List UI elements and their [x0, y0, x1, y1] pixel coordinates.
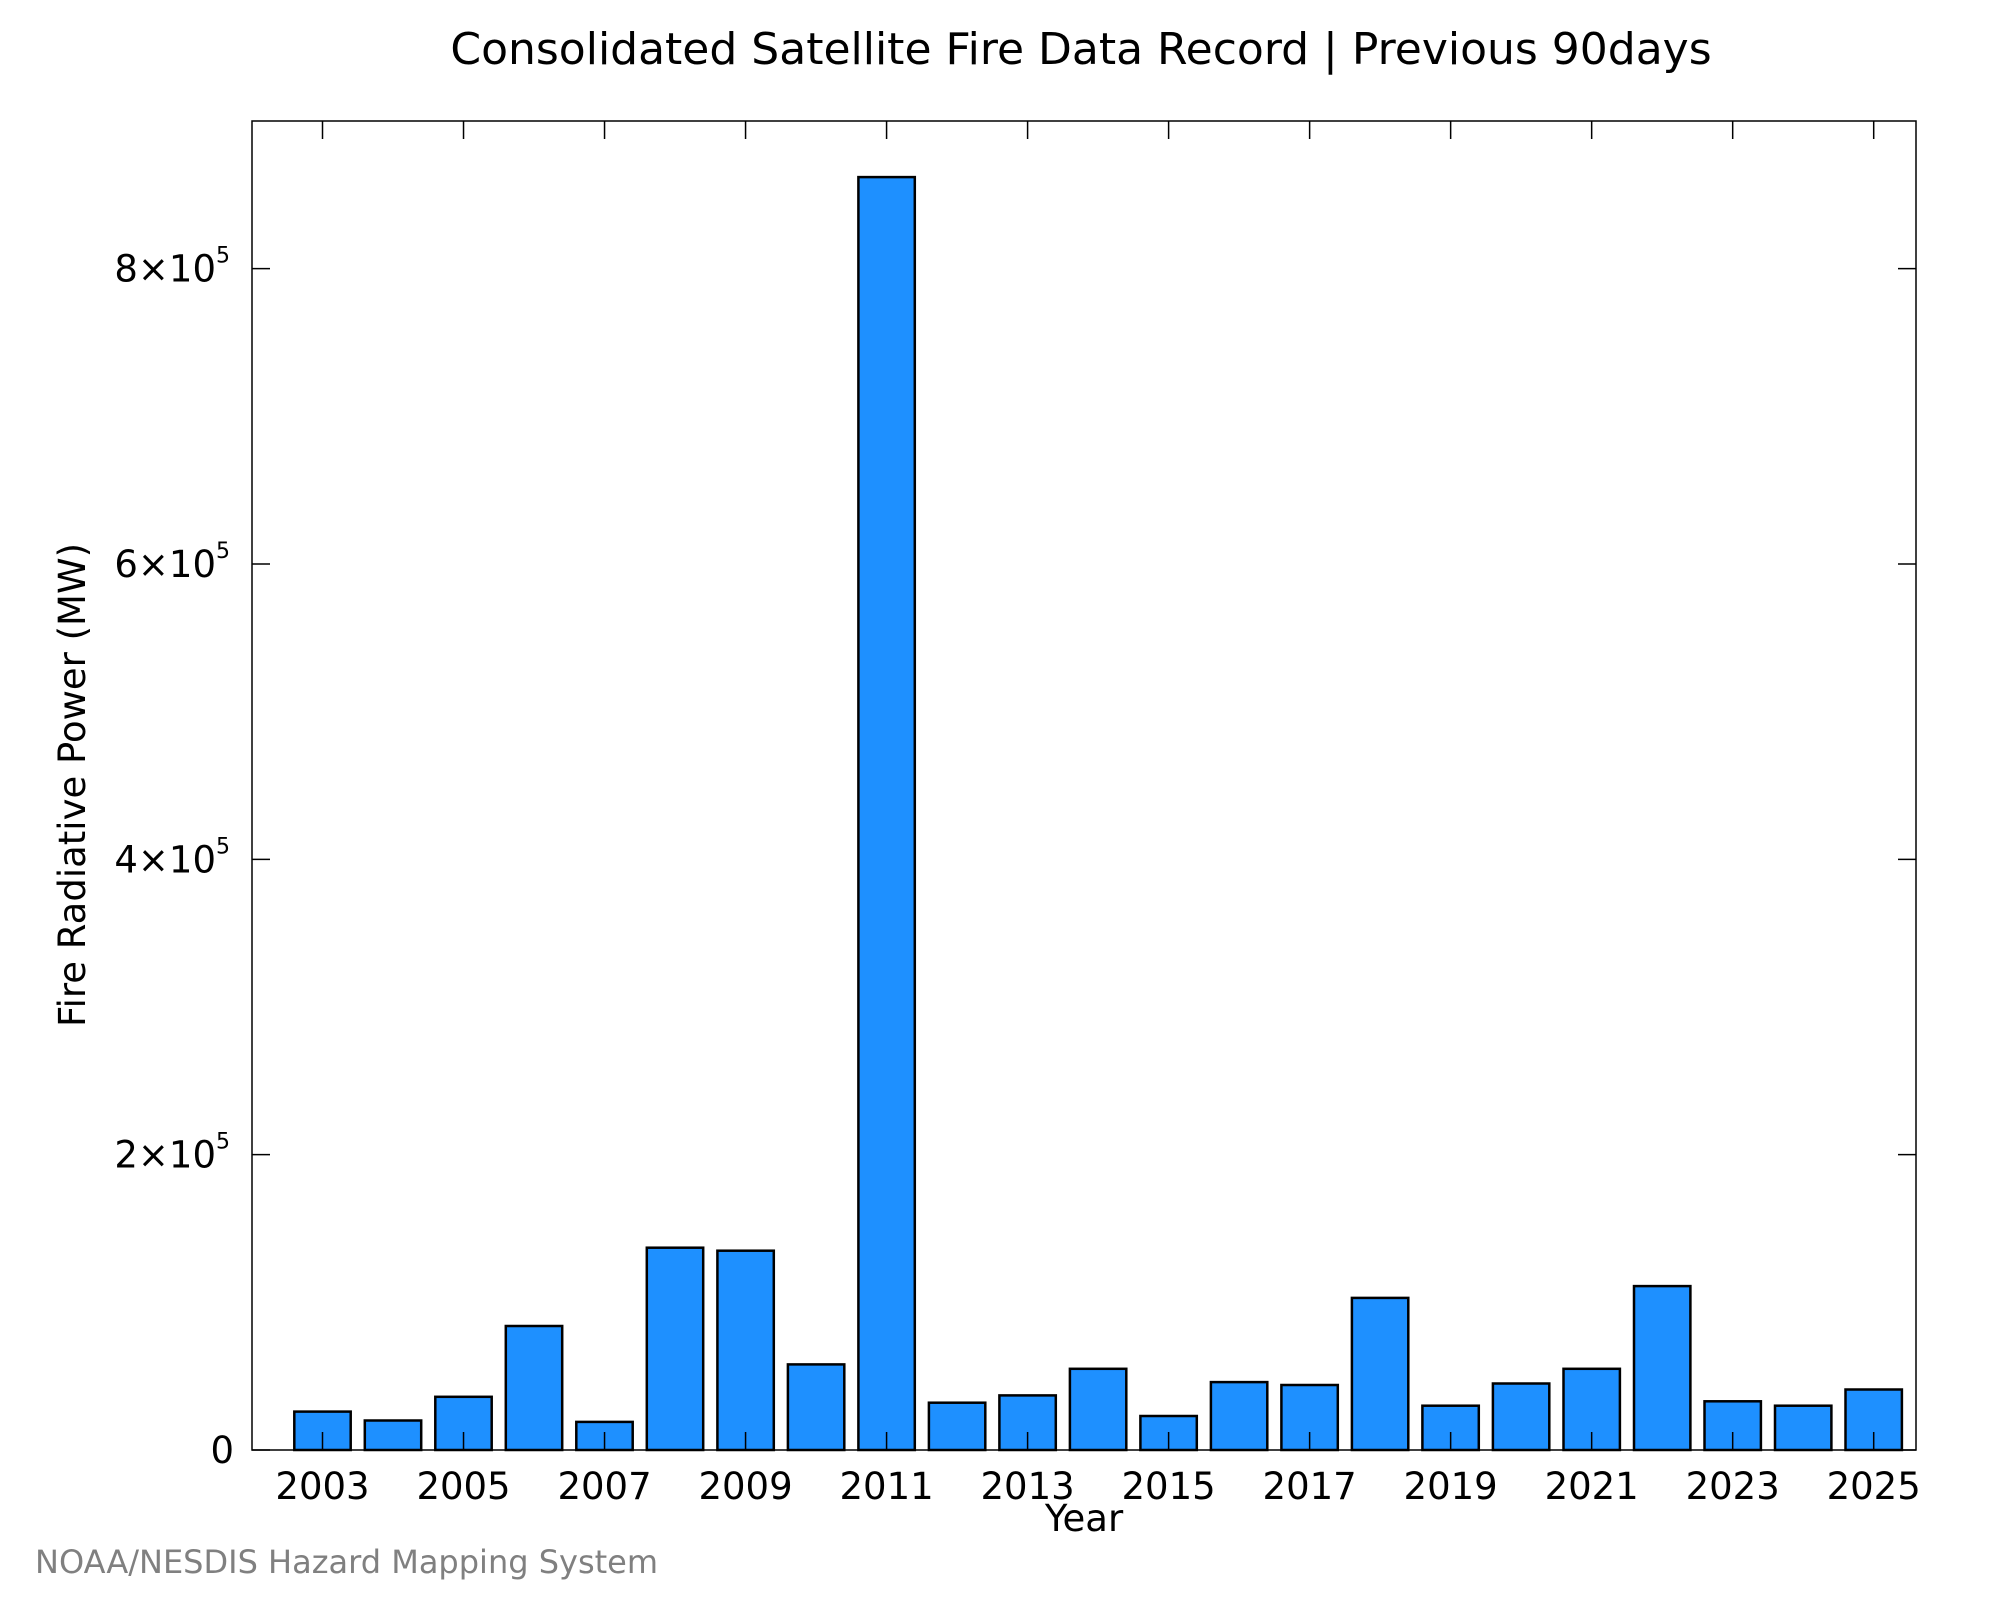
x-tick-label-2005: 2005 [416, 1465, 510, 1508]
x-tick-labels-group: 2003 2005 2007 2009 2011 2013 2015 2017 2019 2021… [275, 1465, 1920, 1508]
x-axis-label: Year [1044, 1497, 1124, 1540]
x-tick-label-2003: 2003 [275, 1465, 369, 1508]
y-tick-label-200000: 2×105 [114, 1130, 230, 1177]
y-tick-label-800000: 8×105 [114, 244, 230, 291]
y-axis-label: Fire Radiative Power (MW) [51, 543, 94, 1027]
y-tick-label-400000: 4×105 [114, 834, 230, 881]
x-tick-label-2023: 2023 [1686, 1465, 1780, 1508]
x-tick-label-2013: 2013 [981, 1465, 1075, 1508]
x-tick-label-2007: 2007 [557, 1465, 651, 1508]
x-tick-label-2021: 2021 [1545, 1465, 1639, 1508]
y-tick-labels-group: 0 2×105 4×105 6×105 8×105 [114, 244, 234, 1472]
bar-2024 [1773, 1404, 1833, 1452]
bar-2004 [363, 1419, 423, 1452]
x-tick-label-2017: 2017 [1263, 1465, 1357, 1508]
bar-2012 [927, 1401, 987, 1452]
credit-text: NOAA/NESDIS Hazard Mapping System [35, 1543, 658, 1581]
bar-2016 [1209, 1380, 1269, 1452]
plot-frame [251, 120, 1917, 1451]
bar-2010 [786, 1363, 846, 1452]
bar-2008 [645, 1246, 705, 1452]
ticks-group [252, 121, 1916, 1451]
bar-2018 [1350, 1296, 1410, 1452]
bar-2025 [1844, 1388, 1904, 1452]
x-tick-label-2011: 2011 [839, 1465, 933, 1508]
x-tick-label-2025: 2025 [1827, 1465, 1921, 1508]
chart-title: Consolidated Satellite Fire Data Record … [450, 24, 1711, 75]
y-tick-label-600000: 6×105 [114, 539, 230, 586]
y-tick-label-0: 0 [210, 1429, 234, 1472]
bar-2020 [1491, 1382, 1551, 1452]
bar-2009 [716, 1249, 776, 1452]
x-tick-label-2015: 2015 [1122, 1465, 1216, 1508]
bar-2011 [857, 175, 917, 1452]
bar-2014 [1068, 1367, 1128, 1452]
bar-2006 [504, 1324, 564, 1452]
x-tick-label-2019: 2019 [1404, 1465, 1498, 1508]
bar-2022 [1632, 1284, 1692, 1452]
x-tick-label-2009: 2009 [698, 1465, 792, 1508]
